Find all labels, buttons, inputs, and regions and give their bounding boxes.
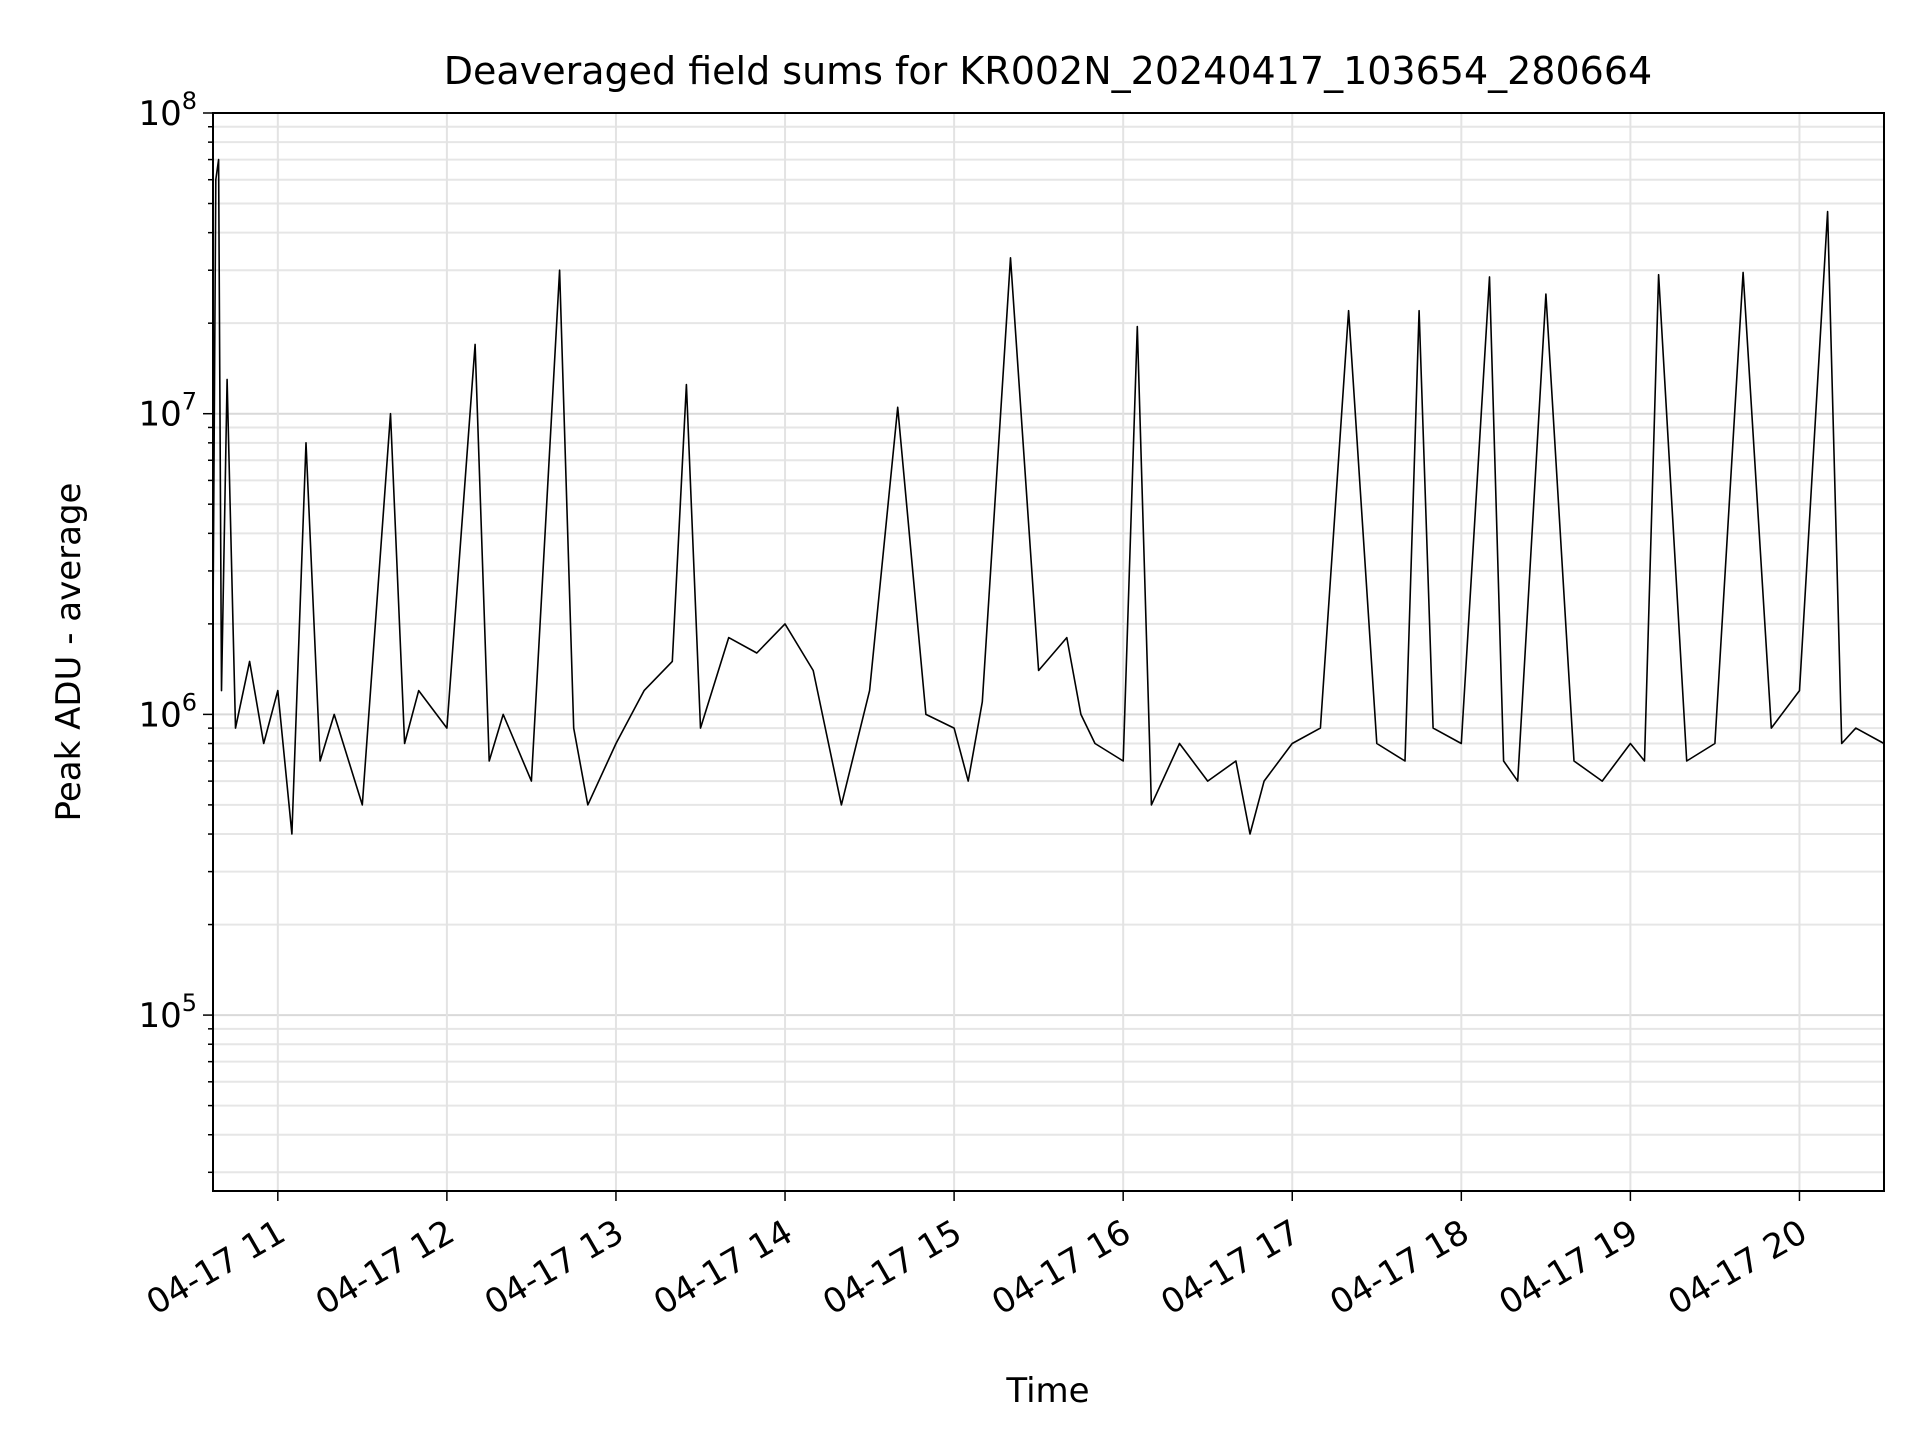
y-tick-label: 107 (138, 388, 197, 435)
plot-frame (212, 112, 1885, 1192)
chart-title: Deaveraged field sums for KR002N_2024041… (444, 49, 1652, 93)
y-tick-label: 108 (138, 87, 197, 134)
grid-lines (213, 113, 1884, 1191)
x-tick-label: 04-17 20 (1662, 1212, 1814, 1323)
x-tick-label: 04-17 18 (1323, 1212, 1475, 1323)
x-tick-label: 04-17 17 (1154, 1212, 1306, 1323)
x-tick-label: 04-17 14 (647, 1212, 799, 1323)
x-axis-label: Time (1005, 1371, 1089, 1411)
x-tick-label: 04-17 11 (140, 1212, 292, 1323)
x-tick-label: 04-17 19 (1492, 1212, 1644, 1323)
y-axis-label: Peak ADU - average (49, 483, 89, 822)
x-tick-label: 04-17 15 (816, 1212, 968, 1323)
y-tick-label: 105 (138, 989, 197, 1036)
y-tick-label: 106 (138, 688, 197, 735)
x-tick-label: 04-17 12 (309, 1212, 461, 1323)
series-line (212, 158, 1885, 835)
x-tick-label: 04-17 16 (985, 1212, 1137, 1323)
data-series-line (212, 158, 1885, 835)
x-tick-label: 04-17 13 (478, 1212, 630, 1323)
